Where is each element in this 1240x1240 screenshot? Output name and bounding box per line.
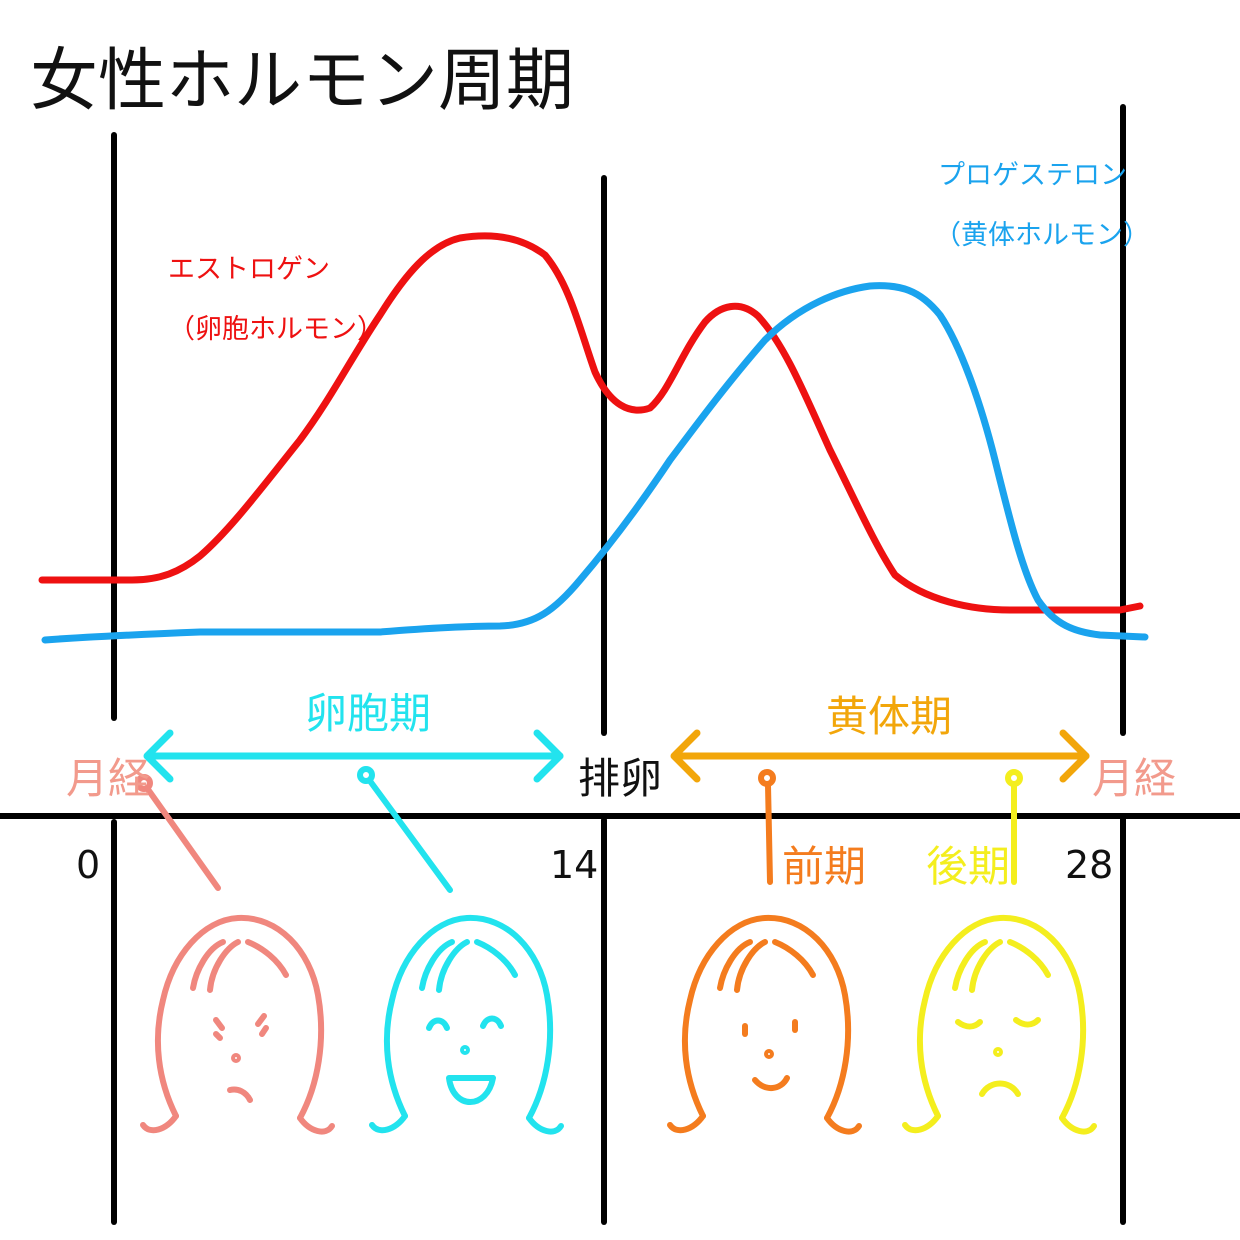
luteal-phase-arrow [670,729,1090,783]
menstruation-end-label: 月経 [1092,754,1177,803]
follicular-phase-label: 卵胞期 [305,689,432,738]
late-luteal-pointer [1005,769,1023,885]
estrogen-alias: （卵胞ホルモン） [168,314,384,345]
day-0-label: 0 [76,843,101,887]
ovulation-label: 排卵 [578,754,663,803]
menstruation-start-label: 月経 [66,754,151,803]
menstruation-pointer [135,774,221,891]
progesterone-curve [41,282,1149,644]
progesterone-name: プロゲステロン [938,160,1127,191]
follicular-pointer [357,766,453,893]
estrogen-name: エストロゲン [168,254,330,285]
early-luteal-pointer [758,769,776,885]
luteal-phase-label: 黄体期 [826,692,953,741]
face-menstruation [140,914,335,1135]
face-luteal-late [902,914,1097,1135]
face-follicular [369,914,564,1135]
day-28-label: 28 [1065,843,1114,887]
late-luteal-label: 後期 [926,842,1011,891]
day-14-label: 14 [550,843,599,887]
face-luteal-early [667,914,862,1135]
page-title: 女性ホルモン周期 [30,42,575,121]
follicular-phase-arrow [143,729,564,783]
estrogen-curve [38,232,1144,614]
early-luteal-label: 前期 [782,842,867,891]
progesterone-alias: （黄体ホルモン） [934,220,1150,251]
